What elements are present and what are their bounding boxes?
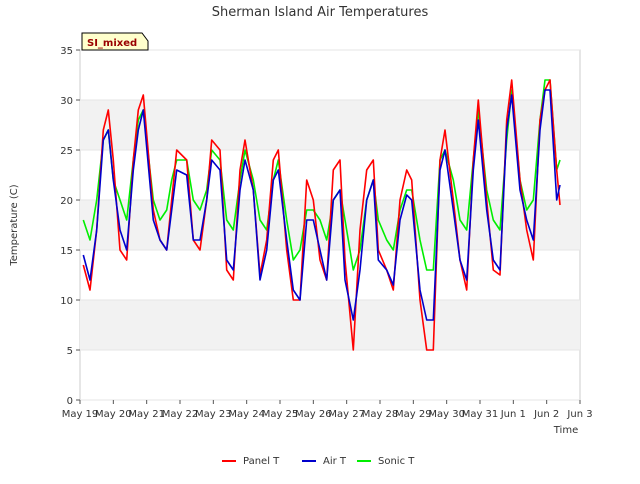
x-tick-label: May 20 bbox=[95, 409, 132, 420]
x-tick-label: May 25 bbox=[262, 409, 299, 420]
y-tick-label: 20 bbox=[60, 196, 73, 207]
x-tick-label: Jun 1 bbox=[500, 409, 526, 420]
badge-shape bbox=[81, 32, 149, 51]
y-axis-label: Temperature (C) bbox=[9, 184, 20, 266]
y-ticks: 0 5 10 15 20 25 30 35 bbox=[60, 46, 80, 407]
y-tick-label: 25 bbox=[60, 146, 73, 157]
y-tick-label: 0 bbox=[67, 396, 73, 407]
x-tick-label: May 19 bbox=[62, 409, 99, 420]
x-tick-label: May 31 bbox=[462, 409, 499, 420]
x-tick-label: May 28 bbox=[362, 409, 399, 420]
legend-label: Air T bbox=[323, 456, 347, 467]
legend: Panel T Air T Sonic T bbox=[222, 456, 415, 467]
x-tick-label: May 29 bbox=[395, 409, 432, 420]
x-tick-label: May 21 bbox=[128, 409, 165, 420]
grid-band bbox=[80, 100, 580, 150]
series-line-air-t bbox=[82, 89, 561, 321]
x-tick-label: May 24 bbox=[228, 409, 265, 420]
y-tick-label: 5 bbox=[67, 346, 73, 357]
x-tick-label: May 23 bbox=[195, 409, 232, 420]
x-tick-label: May 22 bbox=[162, 409, 199, 420]
x-tick-label: May 26 bbox=[295, 409, 332, 420]
y-tick-label: 15 bbox=[60, 246, 73, 257]
y-tick-label: 30 bbox=[60, 96, 73, 107]
x-tick-label: May 30 bbox=[428, 409, 465, 420]
x-tick-label: May 27 bbox=[328, 409, 365, 420]
y-tick-label: 10 bbox=[60, 296, 73, 307]
legend-label: Panel T bbox=[243, 456, 280, 467]
x-axis-label: Time bbox=[553, 425, 578, 436]
legend-label: Sonic T bbox=[378, 456, 415, 467]
series-lines bbox=[82, 79, 561, 351]
x-tick-label: Jun 3 bbox=[566, 409, 592, 420]
badge-label: SI_mixed bbox=[87, 38, 137, 49]
grid-band bbox=[80, 300, 580, 350]
station-badge: SI_mixed bbox=[81, 32, 149, 51]
y-gridlines bbox=[80, 49, 580, 401]
x-tick-label: Jun 2 bbox=[533, 409, 559, 420]
chart-title: Sherman Island Air Temperatures bbox=[212, 5, 429, 20]
y-tick-label: 35 bbox=[60, 46, 73, 57]
